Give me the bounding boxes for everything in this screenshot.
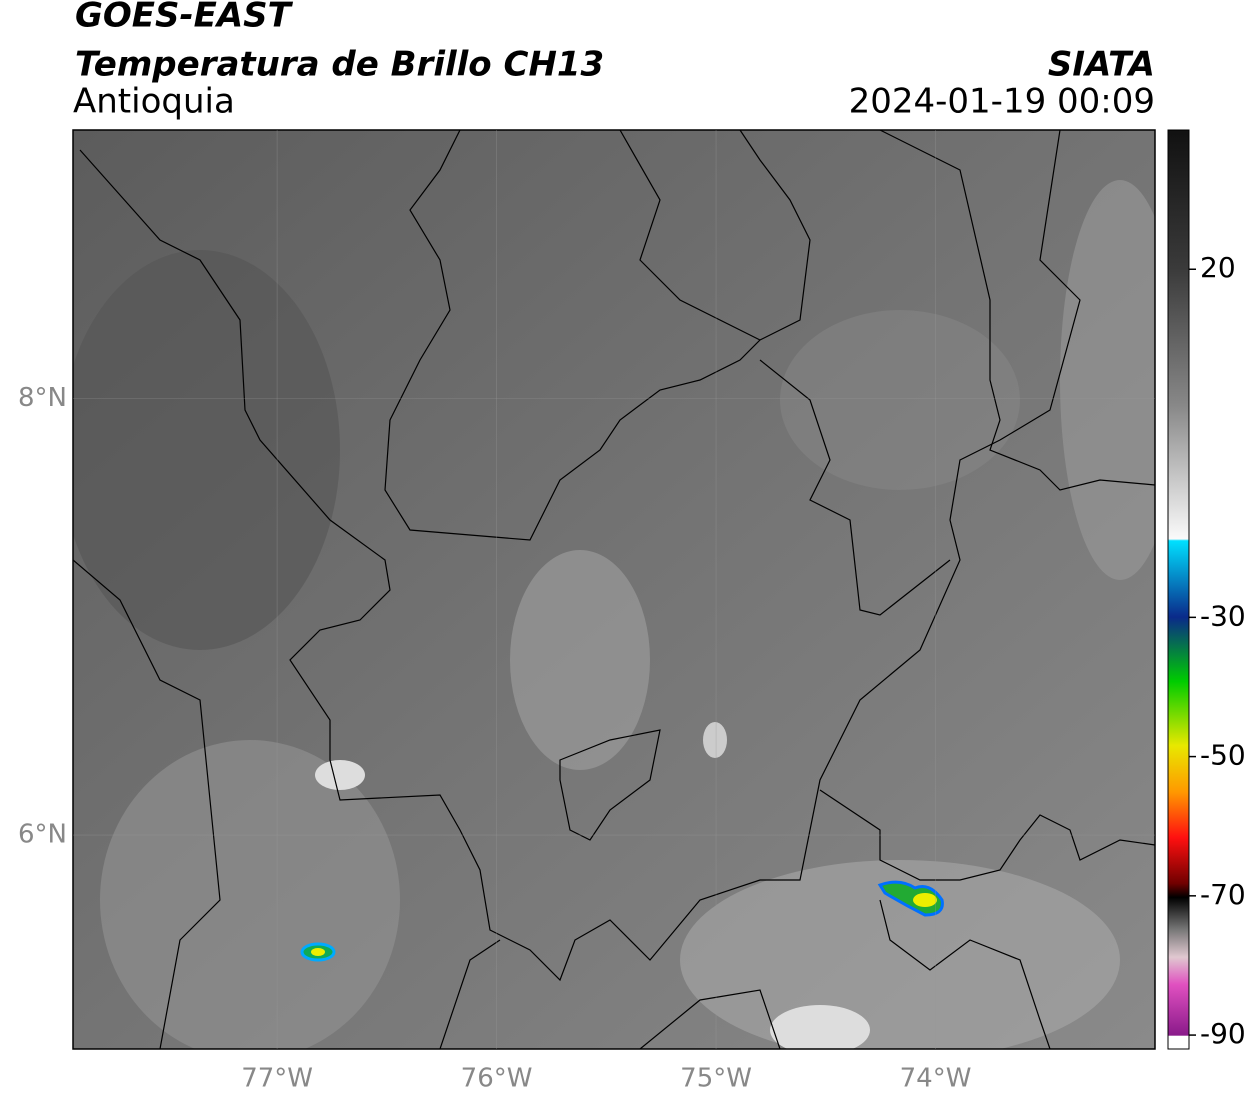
boundary bbox=[559, 729, 661, 841]
boundary bbox=[619, 130, 951, 616]
cloud bbox=[510, 550, 650, 770]
datetime: 2024-01-19 00:09 bbox=[849, 82, 1155, 122]
cloud bbox=[780, 310, 1020, 490]
map-image bbox=[73, 130, 1155, 1049]
boundary bbox=[879, 130, 1155, 491]
cloud bbox=[680, 860, 1120, 1049]
cloud bbox=[73, 250, 340, 650]
colorbar-tick-label: -50 bbox=[1200, 739, 1246, 772]
x-tick-label: 75°W bbox=[680, 1064, 752, 1094]
cloud bbox=[703, 722, 727, 758]
region: Antioquia bbox=[73, 82, 235, 122]
colorbar-tick-label: -30 bbox=[1200, 599, 1246, 632]
x-tick-label: 77°W bbox=[241, 1064, 313, 1094]
colorbar bbox=[1167, 129, 1190, 1050]
storm-cell bbox=[913, 893, 937, 907]
boundary bbox=[384, 130, 811, 541]
boundary bbox=[439, 789, 1155, 1049]
y-tick-label: 8°N bbox=[18, 383, 67, 413]
cloud bbox=[315, 760, 365, 790]
source: SIATA bbox=[1048, 45, 1155, 85]
cloud bbox=[100, 740, 400, 1049]
cloud bbox=[1060, 180, 1155, 580]
y-tick-label: 6°N bbox=[18, 820, 67, 850]
colorbar-tick-label: 20 bbox=[1200, 251, 1236, 284]
colorbar-tick-label: -90 bbox=[1200, 1017, 1246, 1050]
colorbar-tick-label: -70 bbox=[1200, 878, 1246, 911]
cloud bbox=[770, 1005, 870, 1049]
boundary bbox=[79, 130, 1081, 982]
title: GOES-EAST bbox=[75, 0, 294, 36]
x-tick-label: 74°W bbox=[900, 1064, 972, 1094]
boundary bbox=[73, 559, 221, 1049]
x-tick-label: 76°W bbox=[461, 1064, 533, 1094]
subtitle: Temperatura de Brillo CH13 bbox=[75, 45, 604, 85]
map-frame bbox=[72, 129, 1156, 1050]
storm-cell bbox=[311, 948, 325, 956]
